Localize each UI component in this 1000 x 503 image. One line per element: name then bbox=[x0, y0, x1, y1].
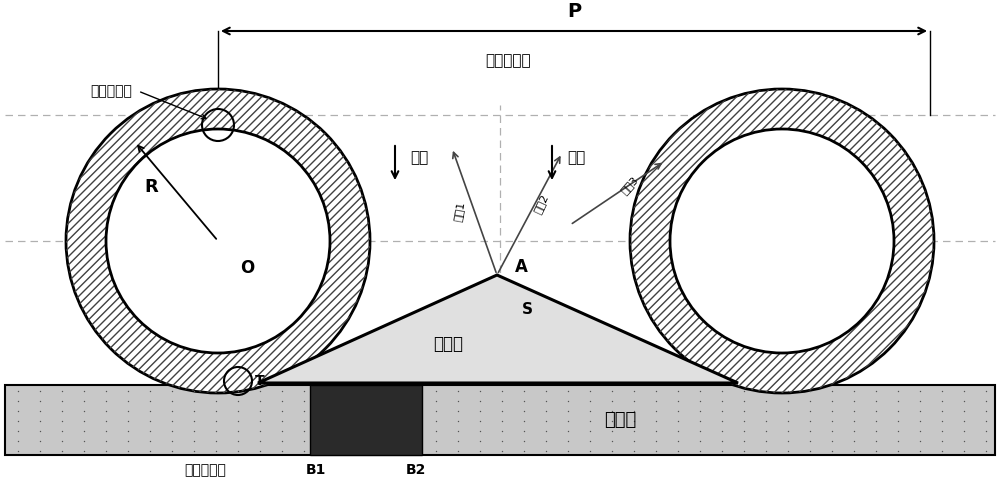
Text: B2: B2 bbox=[406, 463, 426, 477]
Text: A: A bbox=[515, 258, 528, 276]
Text: 对称中心线: 对称中心线 bbox=[485, 53, 531, 68]
Bar bbox=[310, 385, 422, 455]
Text: O: O bbox=[240, 259, 254, 277]
Text: T: T bbox=[255, 374, 265, 388]
Circle shape bbox=[670, 129, 894, 353]
Text: 反射块: 反射块 bbox=[433, 335, 463, 353]
Text: 光线2: 光线2 bbox=[533, 193, 550, 215]
Text: P: P bbox=[567, 2, 581, 21]
Circle shape bbox=[66, 89, 370, 393]
Text: 热流: 热流 bbox=[567, 150, 585, 165]
Text: 正面点区域: 正面点区域 bbox=[90, 84, 132, 98]
Text: 热流: 热流 bbox=[410, 150, 428, 165]
Polygon shape bbox=[258, 275, 738, 383]
Text: 保温层: 保温层 bbox=[604, 411, 636, 429]
Text: B1: B1 bbox=[306, 463, 326, 477]
Text: 光线1: 光线1 bbox=[453, 201, 466, 222]
Text: 背面点区域: 背面点区域 bbox=[184, 463, 226, 477]
Bar bbox=[5, 385, 995, 455]
Circle shape bbox=[106, 129, 330, 353]
Circle shape bbox=[630, 89, 934, 393]
Text: S: S bbox=[522, 301, 533, 316]
Text: 光线3: 光线3 bbox=[619, 174, 640, 196]
Text: R: R bbox=[145, 178, 158, 196]
